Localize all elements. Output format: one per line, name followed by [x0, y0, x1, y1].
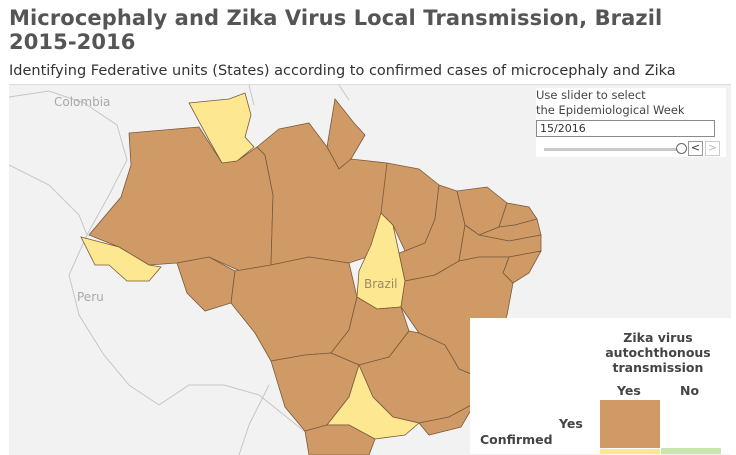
- legend-title: Zika virus autochthonous transmission: [596, 330, 720, 375]
- slider-thumb[interactable]: [676, 143, 687, 154]
- legend-row-title: Confirmed: [480, 432, 553, 447]
- slider-label-line-1: Use slider to select: [536, 88, 646, 102]
- page-title: Microcephaly and Zika Virus Local Transm…: [9, 6, 663, 54]
- state-sao-paulo[interactable]: [326, 363, 420, 440]
- legend-title-line-3: transmission: [612, 360, 704, 375]
- state-rio-de-janeiro[interactable]: [418, 401, 477, 436]
- brazil-map[interactable]: [9, 85, 731, 455]
- slider-label-line-2: the Epidemiological Week: [536, 103, 685, 117]
- state-parana[interactable]: [304, 424, 376, 455]
- next-week-button[interactable]: >: [705, 141, 720, 156]
- label-colombia: Colombia: [54, 95, 111, 109]
- legend-row-yes: Yes: [559, 416, 583, 431]
- label-brazil: Brazil: [364, 277, 398, 291]
- legend-column-yes: Yes: [617, 383, 641, 398]
- legend-title-line-2: autochthonous: [605, 345, 711, 360]
- legend-cell-no-yes[interactable]: [600, 449, 660, 454]
- page-subtitle: Identifying Federative units (States) ac…: [9, 63, 676, 79]
- legend-cell-yes-yes[interactable]: [600, 400, 660, 448]
- state-roraima[interactable]: [188, 92, 255, 164]
- label-peru: Peru: [77, 290, 104, 304]
- legend-column-no: No: [680, 383, 700, 398]
- previous-week-button[interactable]: <: [688, 141, 703, 156]
- legend-title-line-1: Zika virus: [623, 330, 693, 345]
- week-value-field[interactable]: 15/2016: [536, 120, 715, 137]
- week-selector: Use slider to select the Epidemiological…: [536, 88, 726, 157]
- legend-cell-yes-no[interactable]: [661, 448, 721, 454]
- week-slider[interactable]: < >: [536, 141, 726, 157]
- slider-track[interactable]: [544, 148, 678, 151]
- legend: Zika virus autochthonous transmission Ye…: [470, 318, 736, 454]
- state-acre[interactable]: [80, 236, 162, 282]
